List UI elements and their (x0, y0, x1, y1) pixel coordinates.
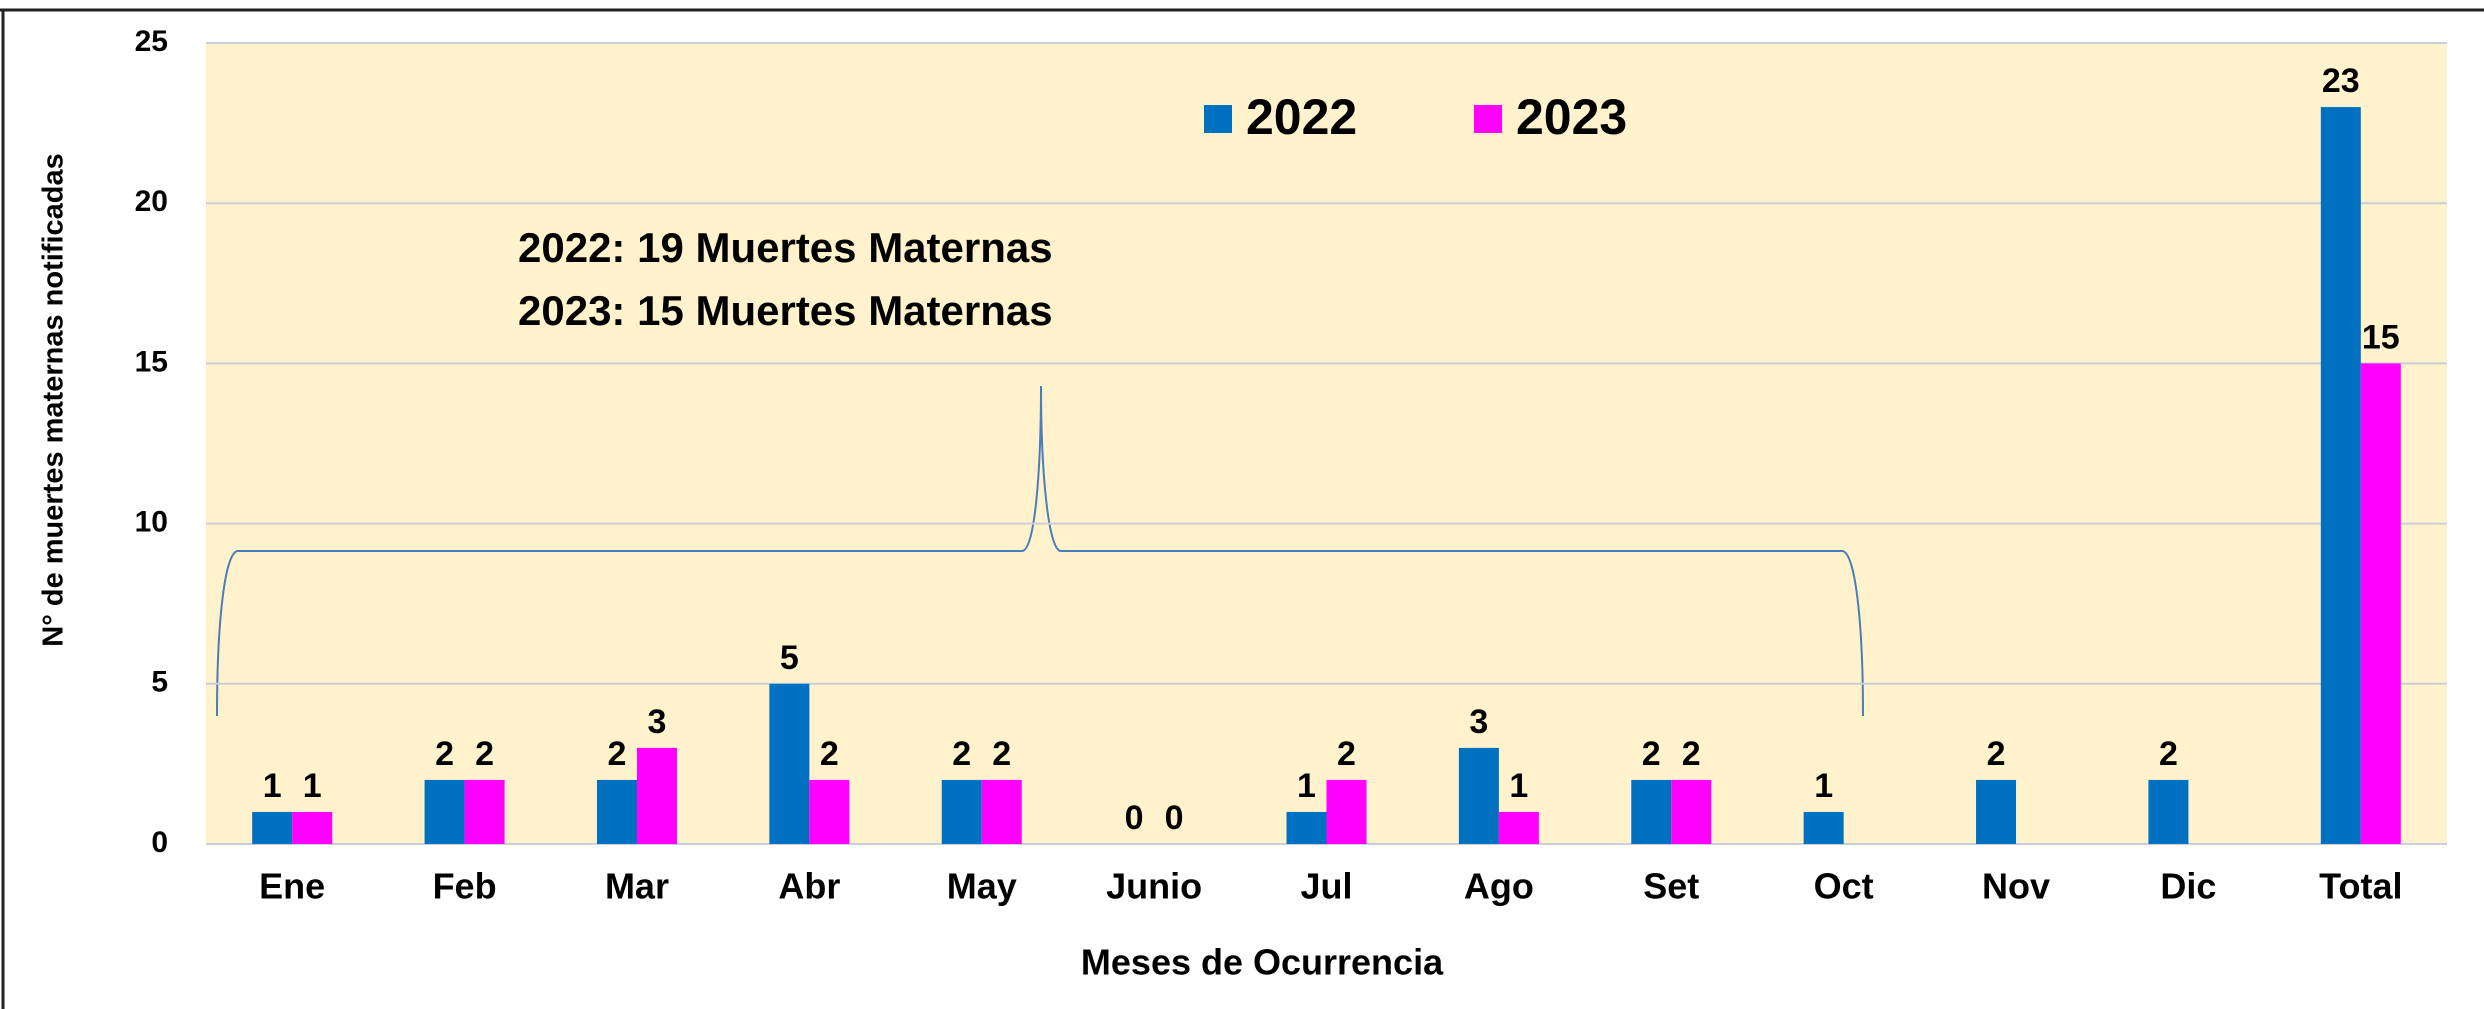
x-tick-label: Feb (433, 866, 497, 907)
value-label: 1 (263, 767, 282, 805)
bar (424, 779, 465, 844)
legend-label: 2022 (1246, 89, 1357, 145)
x-axis-title: Meses de Ocurrencia (1081, 942, 1444, 983)
bar (292, 811, 333, 844)
x-tick-label: Set (1643, 866, 1699, 907)
bar (769, 683, 810, 844)
value-label: 1 (1297, 767, 1316, 805)
value-label: 3 (648, 703, 667, 741)
bar (2360, 363, 2401, 844)
x-tick-label: Abr (778, 866, 840, 907)
bar (1803, 811, 1844, 844)
value-label: 0 (1165, 799, 1184, 837)
legend-swatch (1204, 105, 1232, 133)
x-tick-label: Nov (1982, 866, 2050, 907)
value-label: 3 (1469, 703, 1488, 741)
legend-label: 2023 (1516, 89, 1627, 145)
y-tick-label: 10 (135, 506, 168, 539)
value-label: 2 (2159, 735, 2178, 773)
value-label: 2 (1987, 735, 2006, 773)
bar (2148, 779, 2189, 844)
x-tick-label: Oct (1814, 866, 1874, 907)
x-tick-label: Jul (1300, 866, 1352, 907)
bar (941, 779, 982, 844)
value-label: 0 (1125, 799, 1144, 837)
x-tick-label: Ene (259, 866, 325, 907)
y-tick-label: 0 (151, 826, 168, 859)
value-label: 2 (992, 735, 1011, 773)
y-tick-label: 20 (135, 185, 168, 218)
x-tick-label: Mar (605, 866, 669, 907)
x-tick-label: Dic (2160, 866, 2216, 907)
plot-area (206, 43, 2447, 844)
value-label: 1 (1814, 767, 1833, 805)
annotation: 2023: 15 Muertes Maternas (518, 287, 1053, 334)
bar (1498, 811, 1539, 844)
value-label: 2 (1337, 735, 1356, 773)
brace (216, 385, 1864, 717)
bar (1286, 811, 1327, 844)
bar (596, 779, 637, 844)
value-label: 2 (952, 735, 971, 773)
bar (1671, 779, 1712, 844)
y-tick-label: 5 (151, 666, 168, 699)
value-label: 1 (303, 767, 322, 805)
y-axis-title: N° de muertes maternas notificadas (38, 153, 70, 646)
x-tick-label: Total (2319, 866, 2402, 907)
bar (464, 779, 505, 844)
legend-swatch (1474, 105, 1502, 133)
x-tick-label: May (947, 866, 1017, 907)
x-tick-label: Junio (1106, 866, 1202, 907)
value-label: 15 (2362, 318, 2400, 356)
bar (252, 811, 293, 844)
bar (1458, 747, 1499, 844)
bar (1631, 779, 1672, 844)
bar (1326, 779, 1367, 844)
value-label: 23 (2322, 62, 2360, 100)
value-label: 2 (820, 735, 839, 773)
value-label: 5 (780, 639, 799, 677)
bar (809, 779, 850, 844)
bar (1976, 779, 2017, 844)
value-label: 2 (475, 735, 494, 773)
bar (2320, 107, 2361, 844)
bar (981, 779, 1022, 844)
value-label: 2 (1642, 735, 1661, 773)
y-tick-label: 15 (135, 345, 168, 378)
value-label: 2 (608, 735, 627, 773)
value-label: 2 (435, 735, 454, 773)
x-tick-label: Ago (1464, 866, 1534, 907)
value-label: 2 (1682, 735, 1701, 773)
y-tick-label: 25 (135, 25, 168, 58)
bar (636, 747, 677, 844)
annotation: 2022: 19 Muertes Maternas (518, 224, 1053, 271)
value-label: 1 (1509, 767, 1528, 805)
